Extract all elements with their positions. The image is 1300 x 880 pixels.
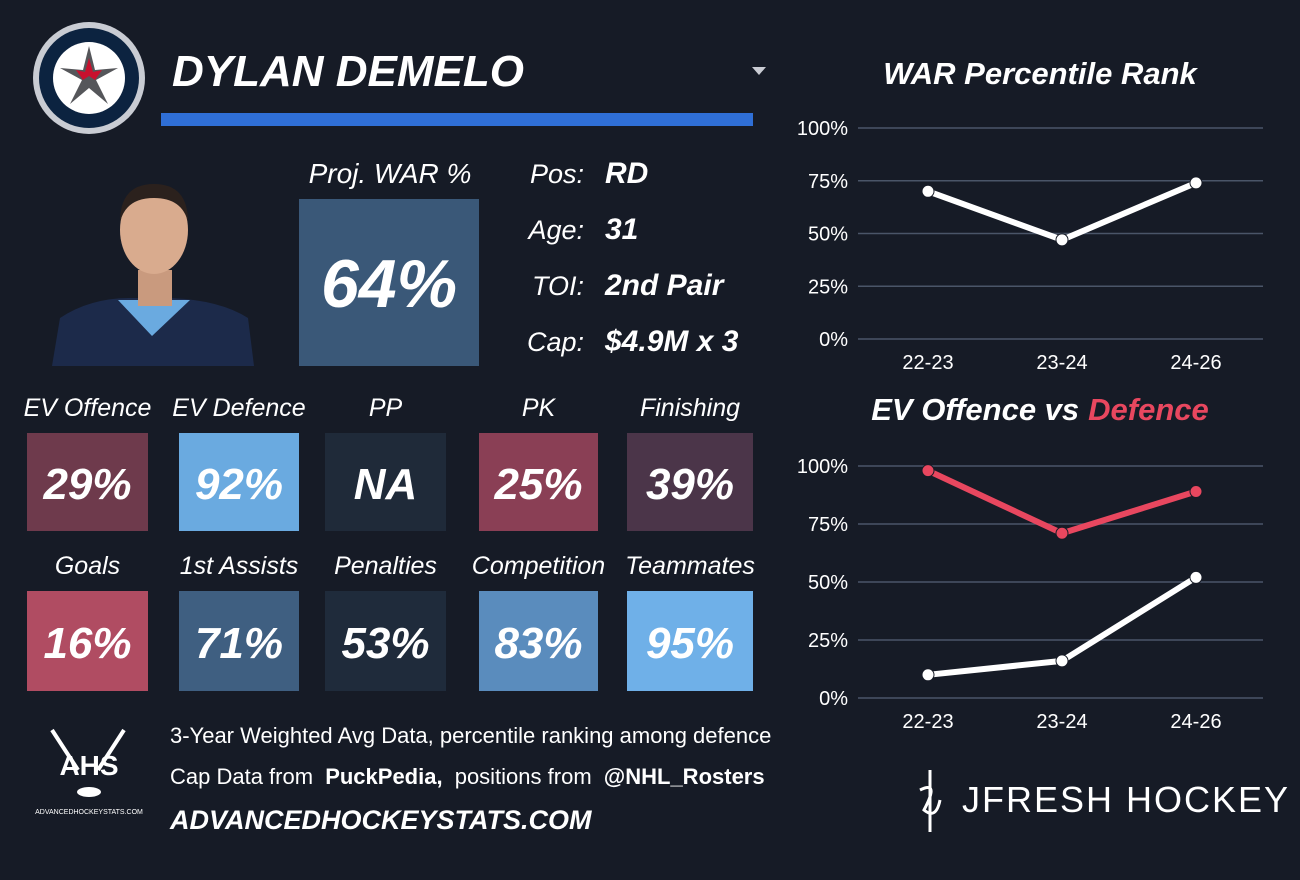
tile	[325, 591, 446, 691]
info-value: 2nd Pair	[604, 269, 726, 302]
tile-value: NA	[354, 460, 418, 509]
brand-text: JFRESH HOCKEY	[962, 779, 1290, 820]
info-label: Pos:	[530, 159, 584, 189]
y-tick-label: 0%	[819, 329, 848, 351]
point	[1055, 233, 1069, 247]
ahs-text: AHS	[59, 750, 118, 781]
tile-label: EV Defence	[172, 394, 305, 422]
ahs-logo: AHS ADVANCEDHOCKEYSTATS.COM	[35, 728, 143, 816]
tile-value: 95%	[646, 619, 734, 668]
y-tick-label: 25%	[808, 630, 848, 652]
chart-title: EV Offence vs Defence	[871, 392, 1209, 427]
charts: WAR Percentile Rank 0% 25% 50% 75% 100% 22-23 2…	[797, 56, 1263, 733]
tile-value: 29%	[42, 460, 131, 509]
point	[1189, 485, 1203, 499]
info-label: TOI:	[532, 271, 584, 301]
info-list: Pos: RD Age: 31 TOI: 2nd Pair Cap: $4.9M x 3	[526, 157, 738, 358]
proj-box	[299, 199, 479, 366]
proj-label: Proj. WAR %	[309, 158, 472, 189]
tile	[479, 433, 598, 531]
x-tick-label: 24-26	[1170, 711, 1221, 733]
tile-label: 1st Assists	[180, 552, 299, 580]
y-tick-label: 50%	[808, 572, 848, 594]
team-logo	[33, 22, 145, 134]
proj-value: 64%	[321, 246, 457, 322]
brand-logo: JFRESH HOCKEY	[919, 770, 1290, 832]
tile-label: EV Offence	[24, 394, 152, 422]
footer-text: Cap Data from	[170, 764, 313, 789]
x-tick-label: 22-23	[902, 352, 953, 374]
tile-value: 53%	[341, 619, 429, 668]
player-photo	[52, 184, 254, 366]
tile	[627, 591, 753, 691]
tile	[27, 591, 148, 691]
y-tick-label: 100%	[797, 118, 848, 140]
footer-link[interactable]: PuckPedia,	[325, 764, 442, 789]
chart-title-text: WAR Percentile Rank	[883, 56, 1198, 91]
info-label: Age:	[526, 215, 584, 245]
name-underline	[161, 113, 753, 126]
tile-value: 71%	[195, 619, 283, 668]
tile-value: 25%	[493, 460, 582, 509]
point	[1189, 570, 1203, 584]
stat-tiles: EV Offence 29% EV Defence 92% PP NA PK 25% Finis…	[24, 394, 755, 691]
point	[1055, 526, 1069, 540]
info-value: RD	[605, 157, 648, 190]
y-tick-label: 75%	[808, 514, 848, 536]
tile-label: Teammates	[625, 552, 755, 580]
footer-line: Cap Data from PuckPedia, positions from …	[170, 764, 765, 789]
footer-line: 3-Year Weighted Avg Data, percentile ran…	[170, 723, 771, 748]
point	[921, 184, 935, 198]
info-value: $4.9M x 3	[604, 325, 739, 358]
tile-value: 39%	[646, 460, 734, 509]
y-tick-label: 0%	[819, 688, 848, 710]
x-tick-label: 23-24	[1036, 352, 1087, 374]
tile-label: Goals	[55, 552, 120, 580]
player-name: DYLAN DEMELO	[172, 47, 524, 96]
chart-title-text: EV Offence vs	[871, 392, 1079, 427]
tile-label: PK	[522, 394, 557, 422]
chart-title-highlight: Defence	[1088, 392, 1209, 427]
x-tick-label: 22-23	[902, 711, 953, 733]
chart-title: WAR Percentile Rank	[883, 56, 1198, 91]
point	[1055, 654, 1069, 668]
info-label: Cap:	[527, 327, 584, 357]
footer-text: positions from	[455, 764, 592, 789]
tile-value: 83%	[494, 619, 582, 668]
tile	[179, 591, 299, 691]
point	[921, 464, 935, 478]
tile	[179, 433, 299, 531]
tile-label: Competition	[472, 552, 605, 580]
tile-value: 16%	[43, 619, 131, 668]
y-tick-label: 100%	[797, 456, 848, 478]
y-tick-label: 25%	[808, 276, 848, 298]
tile-label: Finishing	[640, 394, 740, 422]
y-tick-label: 50%	[808, 224, 848, 246]
x-tick-label: 24-26	[1170, 352, 1221, 374]
tile	[479, 591, 598, 691]
tile	[27, 433, 148, 531]
tile-value: 92%	[195, 460, 283, 509]
y-tick-label: 75%	[808, 171, 848, 193]
info-value: 31	[605, 213, 638, 246]
dropdown-arrow[interactable]	[752, 67, 766, 75]
site-link[interactable]: ADVANCEDHOCKEYSTATS.COM	[169, 805, 592, 835]
point	[1189, 176, 1203, 190]
tile	[325, 433, 446, 531]
point	[921, 668, 935, 682]
x-tick-label: 23-24	[1036, 711, 1087, 733]
tile-label: PP	[369, 394, 403, 422]
ahs-small: ADVANCEDHOCKEYSTATS.COM	[35, 809, 143, 816]
footer-link[interactable]: @NHL_Rosters	[604, 764, 765, 789]
tile-label: Penalties	[334, 552, 437, 580]
tile	[627, 433, 753, 531]
